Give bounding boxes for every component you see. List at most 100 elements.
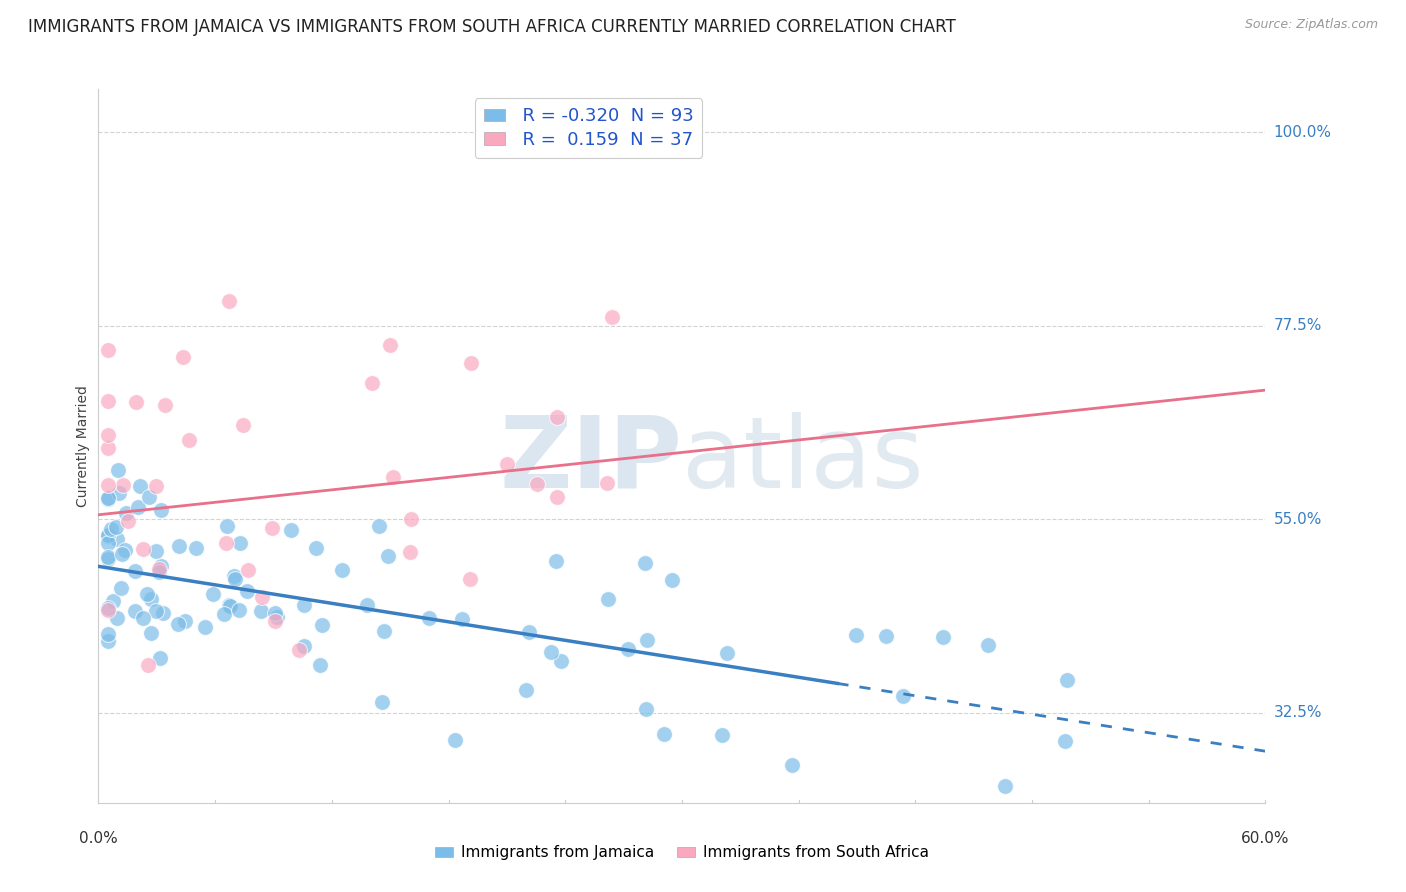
Point	[308, 658, 330, 673]
Point	[186, 541, 208, 555]
Point	[152, 606, 174, 620]
Point	[371, 695, 394, 709]
Point	[97, 551, 120, 566]
Point	[266, 610, 288, 624]
Point	[540, 645, 562, 659]
Point	[177, 434, 200, 448]
Point	[399, 512, 422, 526]
Point	[224, 572, 246, 586]
Point	[105, 611, 128, 625]
Point	[114, 542, 136, 557]
Point	[97, 527, 120, 541]
Point	[224, 569, 246, 583]
Point	[125, 394, 148, 409]
Point	[97, 491, 120, 505]
Point	[228, 603, 250, 617]
Point	[249, 604, 271, 618]
Point	[361, 376, 384, 390]
Point	[100, 522, 122, 536]
Point	[287, 643, 309, 657]
Point	[418, 611, 440, 625]
Point	[373, 624, 395, 638]
Point	[138, 490, 160, 504]
Point	[219, 599, 242, 613]
Text: 32.5%: 32.5%	[1274, 705, 1322, 720]
Point	[544, 554, 567, 568]
Point	[994, 779, 1017, 793]
Point	[636, 633, 658, 648]
Point	[167, 617, 190, 632]
Point	[215, 536, 238, 550]
Point	[661, 573, 683, 587]
Point	[107, 463, 129, 477]
Point	[145, 544, 167, 558]
Point	[97, 428, 120, 442]
Point	[1056, 673, 1078, 688]
Point	[127, 500, 149, 515]
Point	[305, 541, 328, 555]
Point	[546, 490, 568, 504]
Point	[280, 523, 302, 537]
Point	[526, 477, 548, 491]
Point	[97, 478, 120, 492]
Text: 55.0%: 55.0%	[1274, 512, 1322, 526]
Point	[212, 607, 235, 621]
Point	[495, 457, 517, 471]
Point	[108, 486, 131, 500]
Point	[356, 599, 378, 613]
Point	[634, 556, 657, 570]
Point	[546, 409, 568, 424]
Point	[292, 639, 315, 653]
Point	[444, 733, 467, 747]
Text: IMMIGRANTS FROM JAMAICA VS IMMIGRANTS FROM SOUTH AFRICA CURRENTLY MARRIED CORREL: IMMIGRANTS FROM JAMAICA VS IMMIGRANTS FR…	[28, 18, 956, 36]
Point	[845, 628, 868, 642]
Point	[136, 587, 159, 601]
Y-axis label: Currently Married: Currently Married	[76, 385, 90, 507]
Point	[218, 598, 240, 612]
Point	[97, 491, 120, 506]
Text: 0.0%: 0.0%	[79, 830, 118, 846]
Point	[149, 559, 172, 574]
Point	[264, 614, 287, 628]
Point	[174, 614, 197, 628]
Point	[716, 646, 738, 660]
Point	[172, 351, 194, 365]
Point	[124, 564, 146, 578]
Point	[145, 604, 167, 618]
Point	[292, 599, 315, 613]
Point	[399, 544, 422, 558]
Point	[105, 520, 128, 534]
Text: 60.0%: 60.0%	[1241, 830, 1289, 846]
Point	[617, 641, 640, 656]
Legend: Immigrants from Jamaica, Immigrants from South Africa: Immigrants from Jamaica, Immigrants from…	[429, 839, 935, 866]
Point	[111, 547, 134, 561]
Point	[149, 651, 172, 665]
Point	[218, 293, 240, 308]
Point	[111, 478, 134, 492]
Point	[128, 478, 150, 492]
Point	[194, 620, 217, 634]
Point	[131, 541, 153, 556]
Point	[932, 630, 955, 644]
Point	[97, 634, 120, 648]
Point	[515, 683, 537, 698]
Point	[105, 532, 128, 546]
Point	[780, 757, 803, 772]
Point	[101, 594, 124, 608]
Point	[97, 394, 120, 409]
Point	[600, 310, 623, 325]
Point	[710, 728, 733, 742]
Point	[652, 727, 675, 741]
Point	[201, 587, 224, 601]
Point	[460, 356, 482, 370]
Point	[150, 503, 173, 517]
Point	[596, 591, 619, 606]
Point	[97, 603, 120, 617]
Point	[517, 625, 540, 640]
Text: ZIP: ZIP	[499, 412, 682, 508]
Point	[330, 563, 353, 577]
Point	[97, 601, 120, 615]
Point	[636, 702, 658, 716]
Text: 100.0%: 100.0%	[1274, 125, 1331, 140]
Point	[382, 470, 405, 484]
